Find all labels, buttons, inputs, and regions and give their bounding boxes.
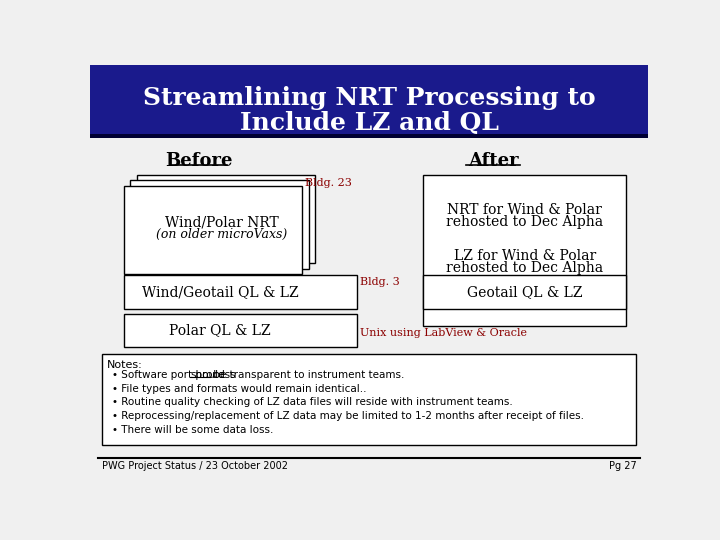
Text: Geotail QL & LZ: Geotail QL & LZ (467, 285, 582, 299)
Text: • There will be some data loss.: • There will be some data loss. (112, 425, 273, 435)
Bar (423, 175, 626, 326)
Bar (124, 314, 356, 347)
Bar (124, 275, 356, 309)
Text: Bldg. 3: Bldg. 3 (361, 278, 400, 287)
Bar (102, 354, 636, 445)
Text: Bldg. 23: Bldg. 23 (305, 178, 351, 188)
Bar (137, 175, 315, 264)
Text: • Software port process: • Software port process (112, 370, 238, 380)
Text: Pg 27: Pg 27 (608, 461, 636, 471)
Text: Include LZ and QL: Include LZ and QL (240, 111, 498, 135)
Bar (423, 275, 626, 309)
Text: LZ for Wind & Polar: LZ for Wind & Polar (454, 249, 596, 263)
Text: Notes:: Notes: (107, 360, 143, 370)
Text: NRT for Wind & Polar: NRT for Wind & Polar (447, 202, 602, 217)
Text: should: should (190, 370, 225, 380)
Text: Streamlining NRT Processing to: Streamlining NRT Processing to (143, 86, 595, 110)
Bar (124, 186, 302, 274)
Text: Wind/Geotail QL & LZ: Wind/Geotail QL & LZ (142, 285, 299, 299)
Text: • Routine quality checking of LZ data files will reside with instrument teams.: • Routine quality checking of LZ data fi… (112, 397, 513, 408)
Bar (90, 134, 648, 138)
Text: rehosted to Dec Alpha: rehosted to Dec Alpha (446, 261, 603, 275)
Text: rehosted to Dec Alpha: rehosted to Dec Alpha (446, 215, 603, 229)
Text: Unix using LabView & Oracle: Unix using LabView & Oracle (361, 328, 528, 338)
Text: • Reprocessing/replacement of LZ data may be limited to 1-2 months after receipt: • Reprocessing/replacement of LZ data ma… (112, 411, 584, 421)
Text: PWG Project Status / 23 October 2002: PWG Project Status / 23 October 2002 (102, 461, 287, 471)
Bar (130, 180, 309, 269)
Bar (90, 65, 648, 134)
Text: Wind/Polar NRT: Wind/Polar NRT (165, 215, 279, 230)
Text: be transparent to instrument teams.: be transparent to instrument teams. (210, 370, 404, 380)
Text: (on older microVaxs): (on older microVaxs) (156, 228, 287, 241)
Text: After: After (468, 152, 518, 170)
Text: • File types and formats would remain identical..: • File types and formats would remain id… (112, 383, 366, 394)
Text: Before: Before (165, 152, 233, 170)
Text: Polar QL & LZ: Polar QL & LZ (169, 323, 271, 338)
